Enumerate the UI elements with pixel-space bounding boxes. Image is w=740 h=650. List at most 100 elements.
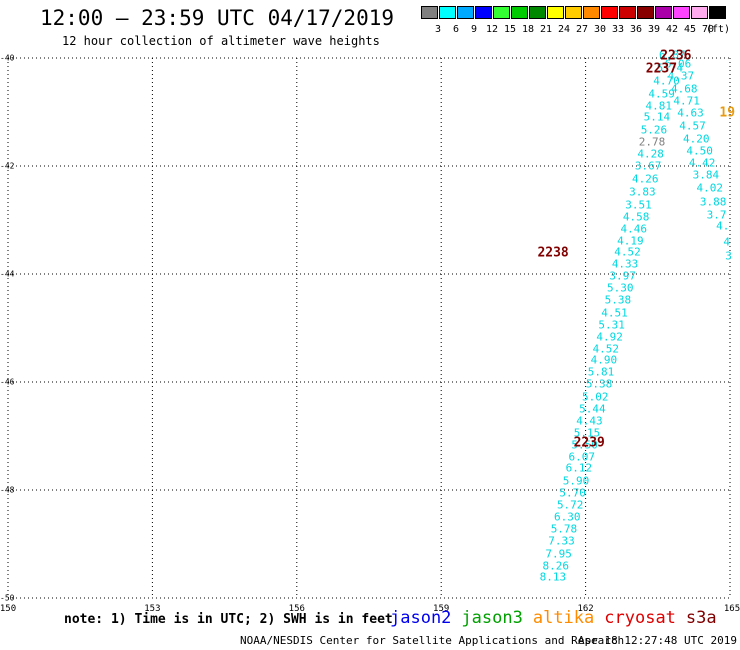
legend-swatch — [709, 6, 726, 19]
page-subtitle: 12 hour collection of altimeter wave hei… — [62, 34, 380, 48]
legend-swatch — [565, 6, 582, 19]
wave-height-value: 4.70 — [653, 74, 680, 88]
wave-height-value: 4.28 — [637, 147, 664, 161]
wave-height-value: 4. — [716, 219, 730, 233]
wave-height-value: 4.71 — [673, 94, 700, 108]
longitude-tick-label: 150 — [0, 604, 17, 614]
map-plot-area — [7, 57, 731, 599]
legend-swatch — [673, 6, 690, 19]
wave-height-value: 4.63 — [677, 106, 704, 120]
wave-height-value: 2.78 — [638, 135, 666, 149]
footer-note: note: 1) Time is in UTC; 2) SWH is in fe… — [64, 612, 393, 627]
wave-height-value: 4.46 — [620, 222, 647, 236]
wave-height-value: 4.37 — [667, 69, 695, 83]
wave-height-value: 4.20 — [683, 132, 710, 146]
satellite-name: cryosat — [604, 608, 676, 628]
wave-height-value: 3.97 — [609, 269, 636, 283]
wave-height-value: 5.15 — [573, 426, 601, 440]
legend-swatch — [637, 6, 654, 19]
legend-label: 24 — [557, 24, 571, 35]
longitude-tick-label: 165 — [723, 604, 740, 614]
legend-swatch — [457, 6, 474, 19]
wave-height-value: 4.92 — [596, 330, 623, 344]
wave-height-value: 6.07 — [568, 450, 595, 464]
legend-swatch — [583, 6, 600, 19]
wave-height-value: 7.95 — [545, 547, 572, 561]
wave-height-value: 4.90 — [590, 353, 618, 367]
wave-height-value: 5.50 — [571, 438, 598, 452]
legend-label: 70 — [701, 24, 715, 35]
wave-height-value: 5.70 — [559, 486, 586, 500]
legend-swatch — [691, 6, 708, 19]
legend-label: 12 — [485, 24, 499, 35]
wave-height-value: 4.68 — [671, 82, 698, 96]
wave-height-value: 5.44 — [579, 402, 606, 416]
legend-label: 9 — [470, 24, 478, 35]
wave-height-value: 3.83 — [629, 185, 656, 199]
legend-label: 3 — [434, 24, 442, 35]
legend-label: 45 — [683, 24, 697, 35]
satellite-name: altika — [532, 608, 595, 628]
satellite-legend: jason2 jason3 altika cryosat s3a — [390, 608, 727, 628]
wave-height-value: 5.74 — [656, 61, 684, 75]
wave-height-value: 8.26 — [542, 559, 570, 573]
wave-height-value: 6.12 — [565, 461, 593, 475]
wave-height-value: 5.72 — [556, 498, 584, 512]
wave-height-value: 4.26 — [632, 172, 659, 186]
latitude-tick-label: -40 — [0, 53, 15, 63]
longitude-tick-label: 156 — [288, 604, 305, 614]
wave-height-value: 5.90 — [562, 474, 590, 488]
wave-height-value: 5.31 — [598, 318, 625, 332]
legend-label: 27 — [575, 24, 589, 35]
wave-height-value: 6.06 — [664, 57, 692, 71]
wave-height-value: 6.87 — [658, 48, 686, 62]
wave-height-value: 5.14 — [643, 110, 671, 124]
legend-swatch — [439, 6, 456, 19]
latitude-tick-label: -46 — [0, 377, 15, 387]
wave-height-value: 5.26 — [640, 123, 668, 137]
wave-height-value: 3.51 — [625, 198, 652, 212]
legend-swatch — [601, 6, 618, 19]
legend-swatch — [655, 6, 672, 19]
legend-label: 42 — [665, 24, 679, 35]
wave-height-value: 4.33 — [611, 257, 639, 271]
legend-swatch — [547, 6, 564, 19]
longitude-tick-label: 153 — [144, 604, 161, 614]
wave-height-value: 5.78 — [550, 522, 578, 536]
legend-label: 15 — [503, 24, 517, 35]
page-title: 12:00 – 23:59 UTC 04/17/2019 — [40, 6, 395, 30]
wave-height-value: 4.81 — [645, 99, 673, 113]
wave-height-value: 4.19 — [617, 234, 644, 248]
pass-time-label: 2239 — [573, 435, 605, 451]
pass-time-label: 2236 — [660, 48, 692, 64]
legend-label: 30 — [593, 24, 607, 35]
satellite-name: jason2 — [390, 608, 452, 628]
satellite-name: s3a — [685, 608, 717, 628]
wave-height-value: 3.88 — [699, 195, 727, 209]
wave-height-value: 4.58 — [622, 210, 650, 224]
wave-height-value: 4.57 — [679, 119, 706, 133]
footer-credit: NOAA/NESDIS Center for Satellite Applica… — [240, 634, 625, 647]
wave-height-value: 8.13 — [539, 570, 567, 584]
wave-height-value: 4.51 — [601, 306, 628, 320]
wave-height-value: 5.38 — [585, 377, 613, 391]
legend-swatch — [529, 6, 546, 19]
wave-height-value: 5.30 — [607, 281, 634, 295]
wave-height-value: 4.02 — [696, 181, 724, 195]
wave-height-value: 4.42 — [688, 156, 716, 170]
longitude-tick-label: 162 — [577, 604, 594, 614]
footer-timestamp: Apr 18 12:27:48 UTC 2019 — [578, 634, 737, 647]
legend-swatch — [475, 6, 492, 19]
legend-label: 39 — [647, 24, 661, 35]
legend-swatch — [619, 6, 636, 19]
legend-swatch — [511, 6, 528, 19]
wave-height-value: 4.52 — [592, 342, 620, 356]
pass-time-label: 19 — [719, 105, 736, 121]
pass-time-label: 2237 — [645, 61, 678, 77]
wave-height-value: 5.81 — [587, 365, 615, 379]
latitude-tick-label: -48 — [0, 485, 15, 495]
wave-height-value: 5.38 — [604, 293, 632, 307]
legend-swatch — [421, 6, 438, 19]
legend-label: 21 — [539, 24, 553, 35]
map-grid — [7, 57, 731, 599]
